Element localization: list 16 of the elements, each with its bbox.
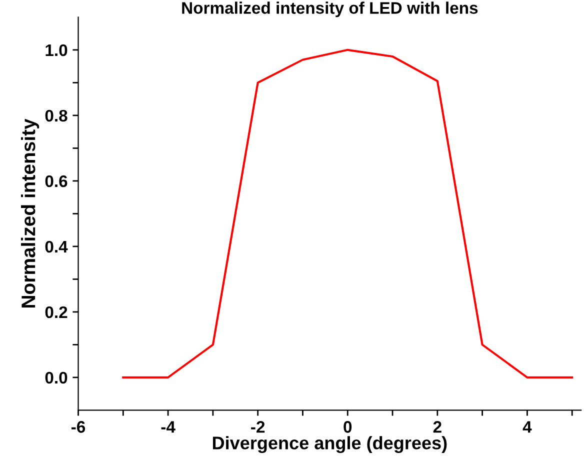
y-tick-label: 1.0	[46, 44, 68, 56]
x-tick-label: -4	[161, 421, 176, 433]
y-tick-label: 0.2	[45, 306, 68, 318]
chart-title: Normalized intensity of LED with lens	[182, 2, 478, 18]
y-tick-label: 0.4	[45, 240, 68, 253]
x-axis-title: Divergence angle (degrees)	[212, 436, 447, 454]
x-tick-label: 0	[344, 421, 352, 433]
y-tick-label: 0.0	[45, 372, 68, 384]
x-tick-label: 2	[433, 421, 442, 433]
x-tick-label: -6	[72, 421, 86, 433]
x-tick-label: 4	[522, 421, 532, 433]
line-series	[122, 48, 574, 378]
x-tick-label: -2	[251, 421, 265, 433]
y-tick-label: 0.6	[45, 175, 68, 188]
y-tick-label: 0.8	[45, 110, 68, 122]
y-axis-title: Normalized intensity	[20, 118, 40, 308]
